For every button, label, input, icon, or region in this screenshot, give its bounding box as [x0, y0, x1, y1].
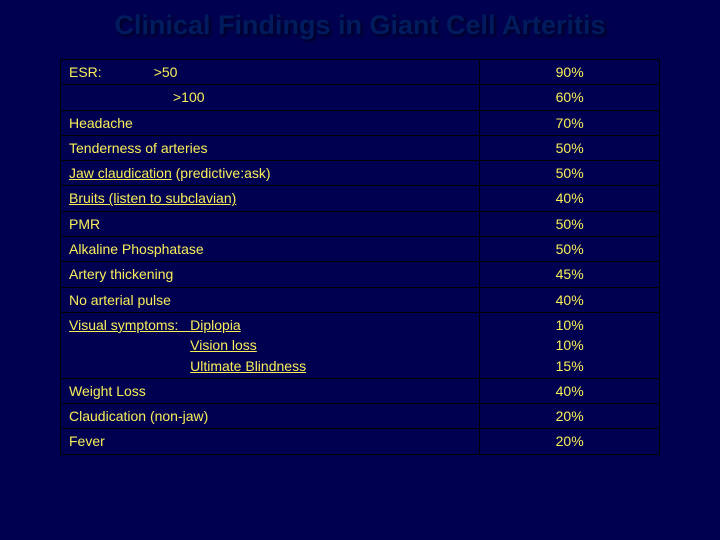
cell-pct: 40%: [480, 186, 660, 211]
table-row: Claudication (non-jaw) 20%: [61, 404, 660, 429]
table-row: ESR: >50 90%: [61, 60, 660, 85]
cell-label: Weight Loss: [61, 378, 480, 403]
table-row: Artery thickening 45%: [61, 262, 660, 287]
visual-lead: Visual symptoms:: [69, 315, 190, 376]
table-row: Weight Loss 40%: [61, 378, 660, 403]
label-main: >100: [173, 89, 205, 105]
cell-pct: 70%: [480, 110, 660, 135]
cell-pct: 50%: [480, 135, 660, 160]
table-row: Headache 70%: [61, 110, 660, 135]
cell-pct: 50%: [480, 161, 660, 186]
label-prefix: ESR:: [69, 64, 102, 80]
table-row: Bruits (listen to subclavian) 40%: [61, 186, 660, 211]
label-underline: Bruits (listen to subclavian): [69, 190, 236, 206]
slide-container: Clinical Findings in Giant Cell Arteriti…: [0, 0, 720, 540]
visual-lines: Diplopia Vision loss Ultimate Blindness: [190, 315, 306, 376]
cell-pct: 20%: [480, 404, 660, 429]
cell-label: Tenderness of arteries: [61, 135, 480, 160]
table-row: No arterial pulse 40%: [61, 287, 660, 312]
label-after: (predictive:ask): [172, 165, 271, 181]
cell-label: Alkaline Phosphatase: [61, 237, 480, 262]
slide-title: Clinical Findings in Giant Cell Arteriti…: [60, 10, 660, 41]
table-row: Visual symptoms: Diplopia Vision loss Ul…: [61, 312, 660, 378]
table-row: >100 60%: [61, 85, 660, 110]
cell-pct: 20%: [480, 429, 660, 454]
cell-pct: 50%: [480, 211, 660, 236]
table-row: Fever 20%: [61, 429, 660, 454]
cell-label: ESR: >50: [61, 60, 480, 85]
cell-label: Bruits (listen to subclavian): [61, 186, 480, 211]
label-underline: Jaw claudication: [69, 165, 172, 181]
cell-pct: 90%: [480, 60, 660, 85]
cell-label: No arterial pulse: [61, 287, 480, 312]
cell-label: Artery thickening: [61, 262, 480, 287]
cell-pct: 45%: [480, 262, 660, 287]
cell-pct: 40%: [480, 378, 660, 403]
cell-label: Claudication (non-jaw): [61, 404, 480, 429]
cell-pct: 40%: [480, 287, 660, 312]
cell-label: Jaw claudication (predictive:ask): [61, 161, 480, 186]
cell-pct: 50%: [480, 237, 660, 262]
cell-label: >100: [61, 85, 480, 110]
table-row: Jaw claudication (predictive:ask) 50%: [61, 161, 660, 186]
cell-pct: 10% 10% 15%: [480, 312, 660, 378]
label-main: >50: [154, 64, 178, 80]
cell-pct: 60%: [480, 85, 660, 110]
table-row: PMR 50%: [61, 211, 660, 236]
table-row: Alkaline Phosphatase 50%: [61, 237, 660, 262]
findings-table: ESR: >50 90% >100 60% Headache 70% Tender…: [60, 59, 660, 455]
cell-label: Visual symptoms: Diplopia Vision loss Ul…: [61, 312, 480, 378]
cell-label: Headache: [61, 110, 480, 135]
table-row: Tenderness of arteries 50%: [61, 135, 660, 160]
cell-label: PMR: [61, 211, 480, 236]
cell-label: Fever: [61, 429, 480, 454]
